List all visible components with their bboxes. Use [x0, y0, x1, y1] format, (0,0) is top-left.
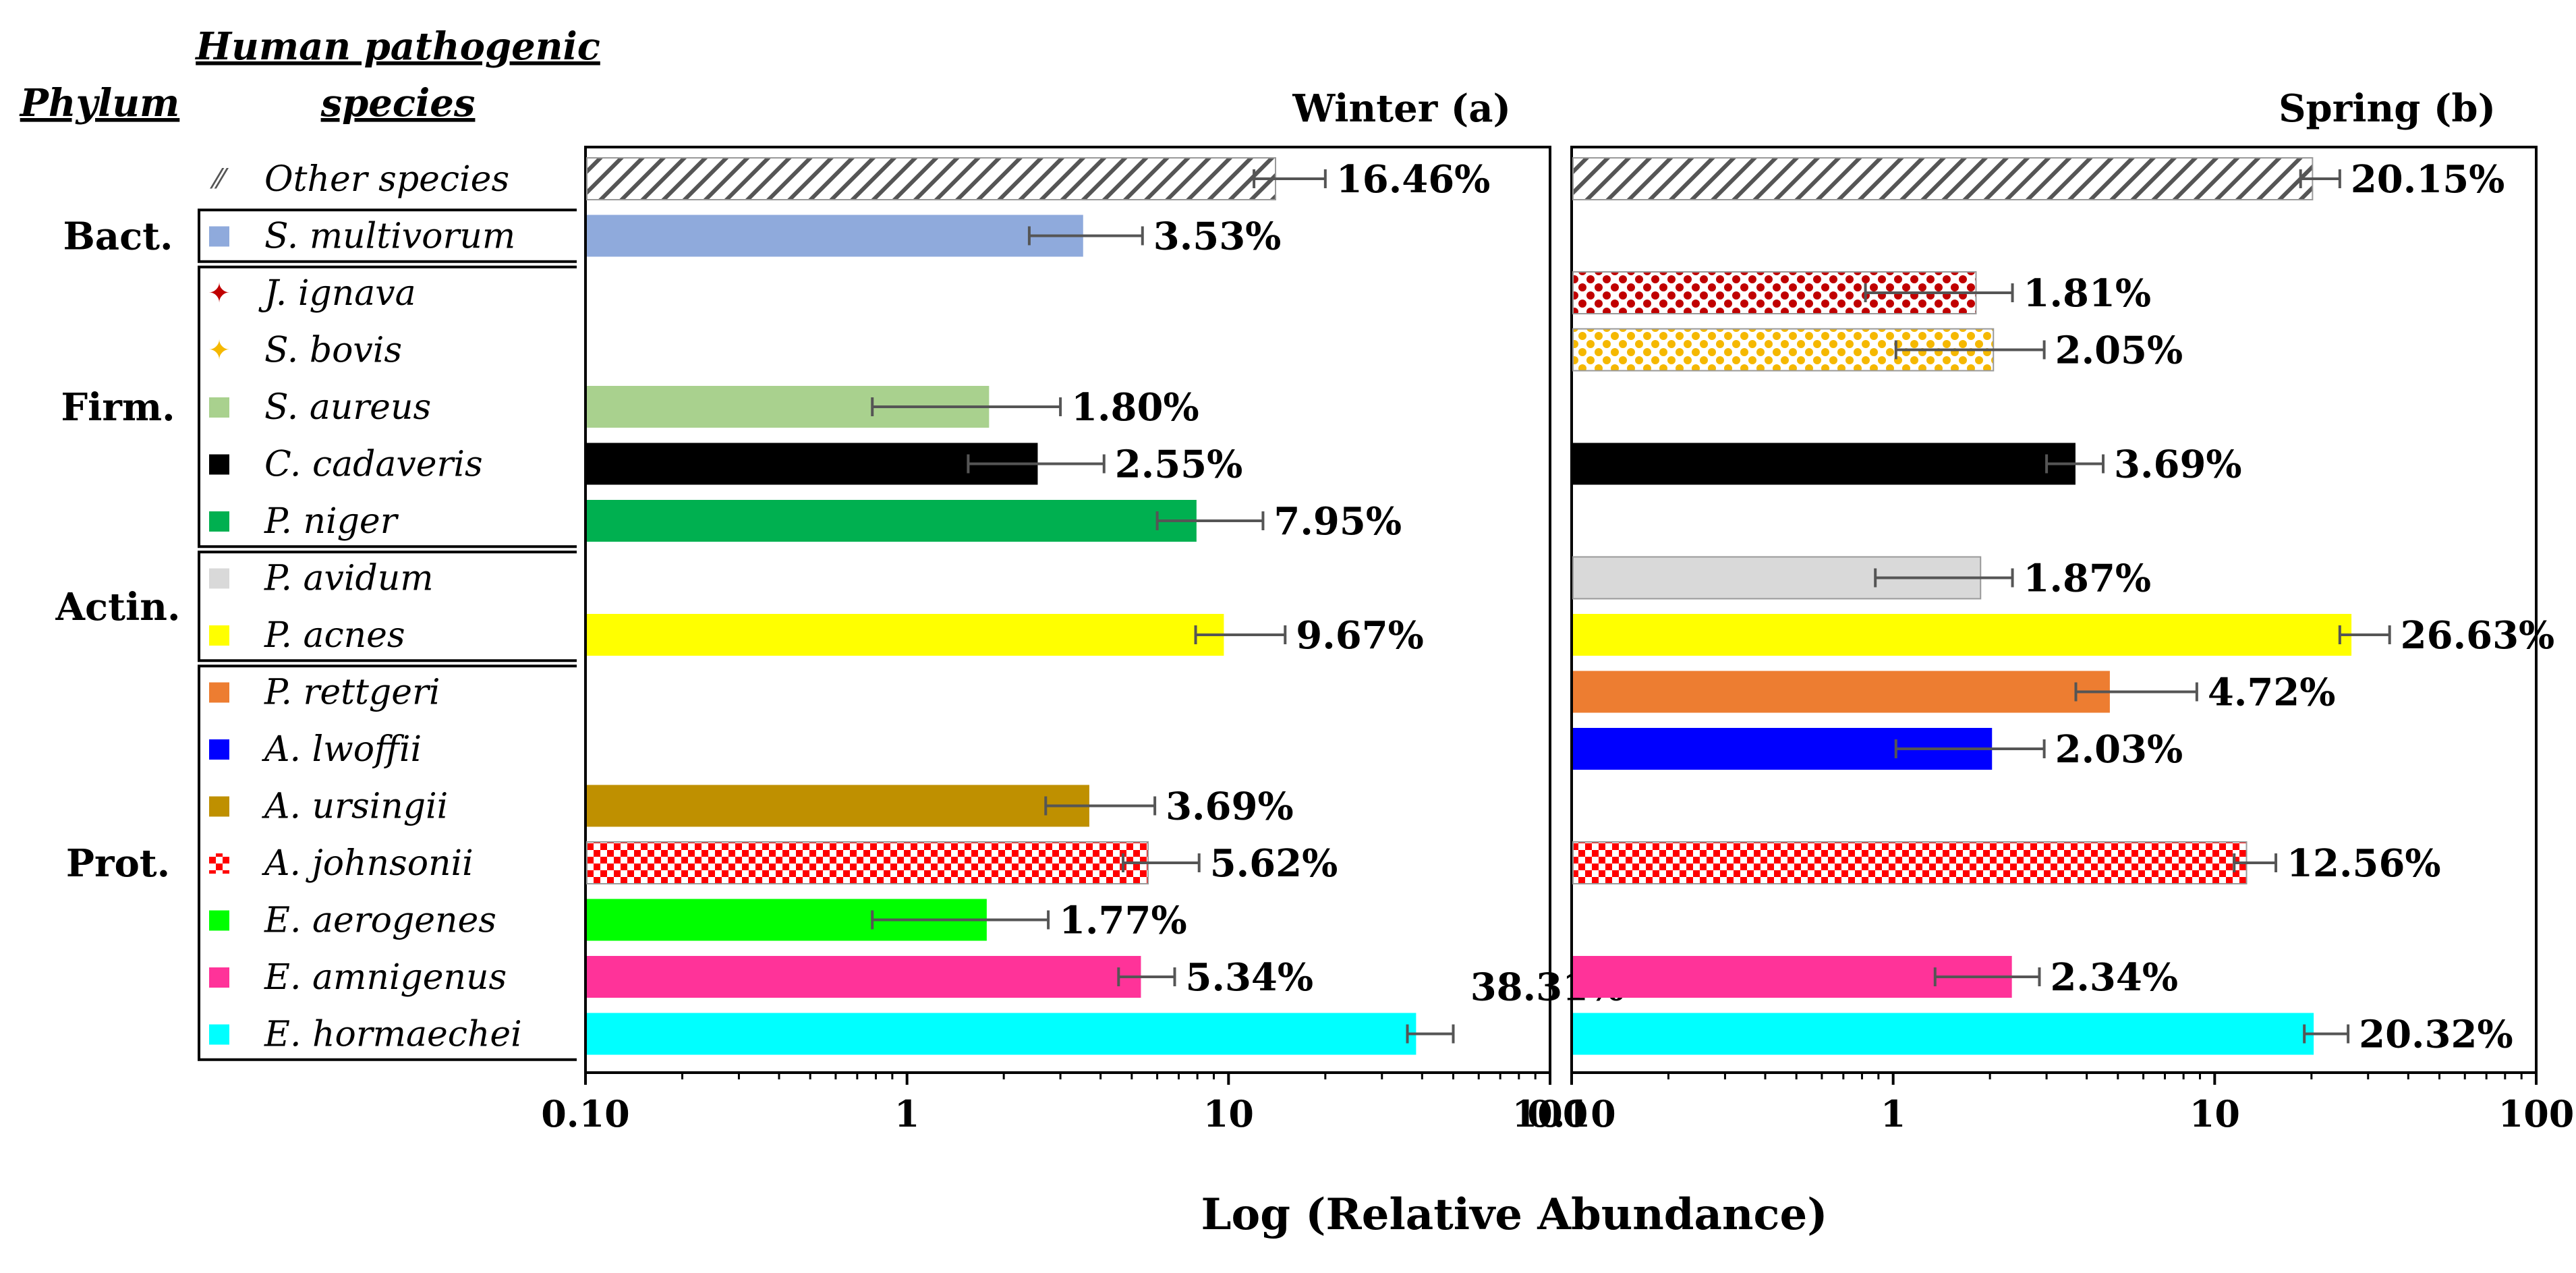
legend-label-j-ignava: J. ignava: [258, 273, 416, 314]
bars: 16.46% 3.53% 1.80% 2.55% 7.95% 9.67% 3.69% 5.62…: [586, 157, 2555, 1057]
value-label-spring-b-c-cadaveris: 3.69%: [2114, 443, 2242, 487]
phylum-label-bact: Bact.: [63, 215, 173, 259]
legend-label-p-niger: P. niger: [264, 501, 399, 542]
legend-swatch-p-rettgeri: [209, 682, 229, 703]
bar-winter-a-s-multivorum: [587, 215, 1083, 257]
value-label-winter-a-other-species: 16.46%: [1336, 157, 1491, 202]
value-label-spring-b-e-hormaechei: 20.32%: [2359, 1013, 2513, 1057]
legend-label-c-cadaveris: C. cadaveris: [264, 445, 483, 485]
bar-winter-a-e-amnigenus: [587, 956, 1141, 998]
phylum-label-firm: Firm.: [61, 385, 175, 430]
value-label-spring-b-p-avidum: 1.87%: [2024, 557, 2152, 601]
legend-swatch-other-species: ⁄⁄: [209, 164, 229, 195]
legend-label-a-lwoffii: A. lwoffii: [262, 729, 422, 770]
value-label-spring-b-p-rettgeri: 4.72%: [2208, 671, 2336, 715]
x-tick-label: 100: [1512, 1092, 1588, 1135]
legend-swatch-p-niger: [209, 511, 229, 532]
x-tick-label: 10: [1203, 1092, 1254, 1135]
legend-label-p-rettgeri: P. rettgeri: [264, 673, 440, 713]
legend-swatch-j-ignava: ✦: [208, 278, 231, 309]
phylum-label-actin: Actin.: [55, 585, 181, 629]
phylum-label-prot: Prot.: [66, 841, 170, 886]
legend-label-e-aerogenes: E. aerogenes: [264, 901, 496, 941]
bar-winter-a-a-johnsonii: [586, 841, 1149, 884]
bar-spring-b-c-cadaveris: [1573, 443, 2076, 485]
phylum-bracket-firm: [198, 265, 577, 548]
phylum-bracket-prot: [198, 664, 577, 1061]
legend-swatch-p-acnes: [209, 625, 229, 646]
value-label-winter-a-e-amnigenus: 5.34%: [1185, 955, 1313, 1000]
panel-title-winter: Winter (a): [1292, 86, 1511, 131]
legend-swatch-p-avidum: [209, 568, 229, 589]
bar-winter-a-other-species: [586, 157, 1276, 200]
bar-spring-b-other-species: [1572, 157, 2314, 200]
legend-label-e-hormaechei: E. hormaechei: [264, 1015, 522, 1055]
phylum-bracket-bact: [198, 208, 577, 263]
legend-swatch-s-aureus: [209, 397, 229, 418]
value-label-spring-b-a-lwoffii: 2.03%: [2055, 727, 2183, 772]
bar-winter-a-p-acnes: [587, 614, 1224, 656]
legend-label-a-ursingii: A. ursingii: [262, 787, 448, 827]
value-label-spring-b-p-acnes: 26.63%: [2401, 613, 2555, 658]
legend-swatch-s-multivorum: [209, 226, 229, 247]
x-tick-label: 0.10: [541, 1092, 630, 1135]
species-header-line1: Human pathogenic: [194, 24, 600, 69]
legend-swatch-s-bovis: ✦: [208, 335, 231, 366]
legend-swatch-a-johnsonii: [209, 853, 229, 874]
value-label-winter-a-p-acnes: 9.67%: [1296, 613, 1424, 658]
value-label-spring-b-j-ignava: 1.81%: [2024, 271, 2152, 316]
x-tick-label: 0.10: [1527, 1092, 1616, 1135]
x-tick-label: 10: [2189, 1092, 2240, 1135]
phylum-groups: Bact. Firm. Actin. Prot.: [55, 208, 577, 1061]
legend-label-p-acnes: P. acnes: [264, 615, 405, 656]
legend-swatch-e-hormaechei: [209, 1024, 229, 1045]
value-label-spring-b-a-johnsonii: 12.56%: [2287, 841, 2441, 886]
phylum-header: Phylum: [19, 81, 180, 125]
bar-winter-a-e-hormaechei: [587, 1013, 1416, 1055]
bar-winter-a-c-cadaveris: [587, 443, 1038, 485]
value-label-spring-b-e-amnigenus: 2.34%: [2050, 955, 2178, 1000]
x-tick-label: 1: [894, 1092, 920, 1135]
bar-spring-b-a-johnsonii: [1572, 841, 2248, 884]
legend-swatch-e-amnigenus: [209, 967, 229, 988]
legend-swatch-e-aerogenes: [209, 910, 229, 931]
legend-swatch-a-lwoffii: [209, 739, 229, 760]
value-label-spring-b-other-species: 20.15%: [2351, 157, 2505, 202]
legend-swatch-a-ursingii: [209, 796, 229, 817]
bar-spring-b-p-rettgeri: [1573, 671, 2110, 713]
value-label-winter-a-c-cadaveris: 2.55%: [1115, 443, 1243, 487]
value-label-winter-a-s-aureus: 1.80%: [1071, 385, 1199, 430]
legend-label-a-johnsonii: A. johnsonii: [262, 843, 474, 884]
value-label-winter-a-a-johnsonii: 5.62%: [1210, 841, 1338, 886]
x-tick-label: 100: [2498, 1092, 2575, 1135]
panel-frame-winter: [584, 146, 1551, 1074]
legend-label-s-multivorum: S. multivorum: [264, 217, 515, 257]
value-label-spring-b-s-bovis: 2.05%: [2055, 329, 2183, 373]
legend-label-s-bovis: S. bovis: [264, 331, 402, 371]
value-label-winter-a-e-aerogenes: 1.77%: [1059, 899, 1187, 943]
legend-label-other-species: Other species: [264, 159, 509, 200]
x-tick-label: 1: [1881, 1092, 1906, 1135]
phylum-bracket-actin: [198, 550, 577, 662]
value-label-winter-a-a-ursingii: 3.69%: [1166, 785, 1294, 829]
bar-spring-b-e-hormaechei: [1573, 1013, 2314, 1055]
panel-frame-spring: [1570, 146, 2538, 1074]
legend-label-s-aureus: S. aureus: [264, 387, 431, 428]
bar-winter-a-p-niger: [587, 500, 1197, 542]
panel-title-spring: Spring (b): [2279, 86, 2496, 131]
legend: ⁄⁄ Other species S. multivorum ✦ J. ignava ✦ S…: [208, 159, 522, 1055]
value-label-winter-a-s-multivorum: 3.53%: [1153, 215, 1282, 259]
legend-label-e-amnigenus: E. amnigenus: [264, 957, 507, 998]
legend-label-p-avidum: P. avidum: [264, 559, 434, 599]
bar-winter-a-a-ursingii: [587, 785, 1089, 827]
legend-swatch-c-cadaveris: [209, 454, 229, 475]
x-axis-label: Log (Relative Abundance): [1201, 1189, 1828, 1240]
bar-spring-b-p-acnes: [1573, 614, 2352, 656]
value-label-winter-a-p-niger: 7.95%: [1273, 499, 1402, 544]
species-header-line2: species: [320, 81, 476, 125]
